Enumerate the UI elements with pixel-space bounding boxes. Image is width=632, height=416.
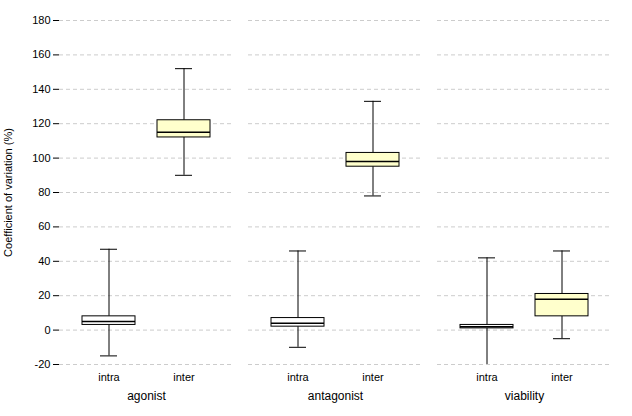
svg-text:agonist: agonist (127, 389, 166, 403)
svg-text:120: 120 (32, 117, 50, 129)
svg-text:intra: intra (476, 371, 498, 383)
svg-text:-20: -20 (35, 358, 51, 370)
svg-text:100: 100 (32, 152, 50, 164)
svg-text:20: 20 (38, 289, 50, 301)
svg-text:inter: inter (362, 371, 384, 383)
svg-text:80: 80 (38, 186, 50, 198)
svg-text:inter: inter (551, 371, 573, 383)
svg-text:180: 180 (32, 14, 50, 26)
svg-text:0: 0 (44, 324, 50, 336)
svg-text:inter: inter (173, 371, 195, 383)
svg-text:60: 60 (38, 220, 50, 232)
svg-text:viability: viability (505, 389, 544, 403)
svg-text:Coefficient of variation (%): Coefficient of variation (%) (2, 128, 14, 257)
svg-text:intra: intra (98, 371, 120, 383)
svg-text:40: 40 (38, 255, 50, 267)
svg-text:140: 140 (32, 83, 50, 95)
svg-text:antagonist: antagonist (308, 389, 364, 403)
svg-text:intra: intra (287, 371, 309, 383)
svg-text:160: 160 (32, 48, 50, 60)
